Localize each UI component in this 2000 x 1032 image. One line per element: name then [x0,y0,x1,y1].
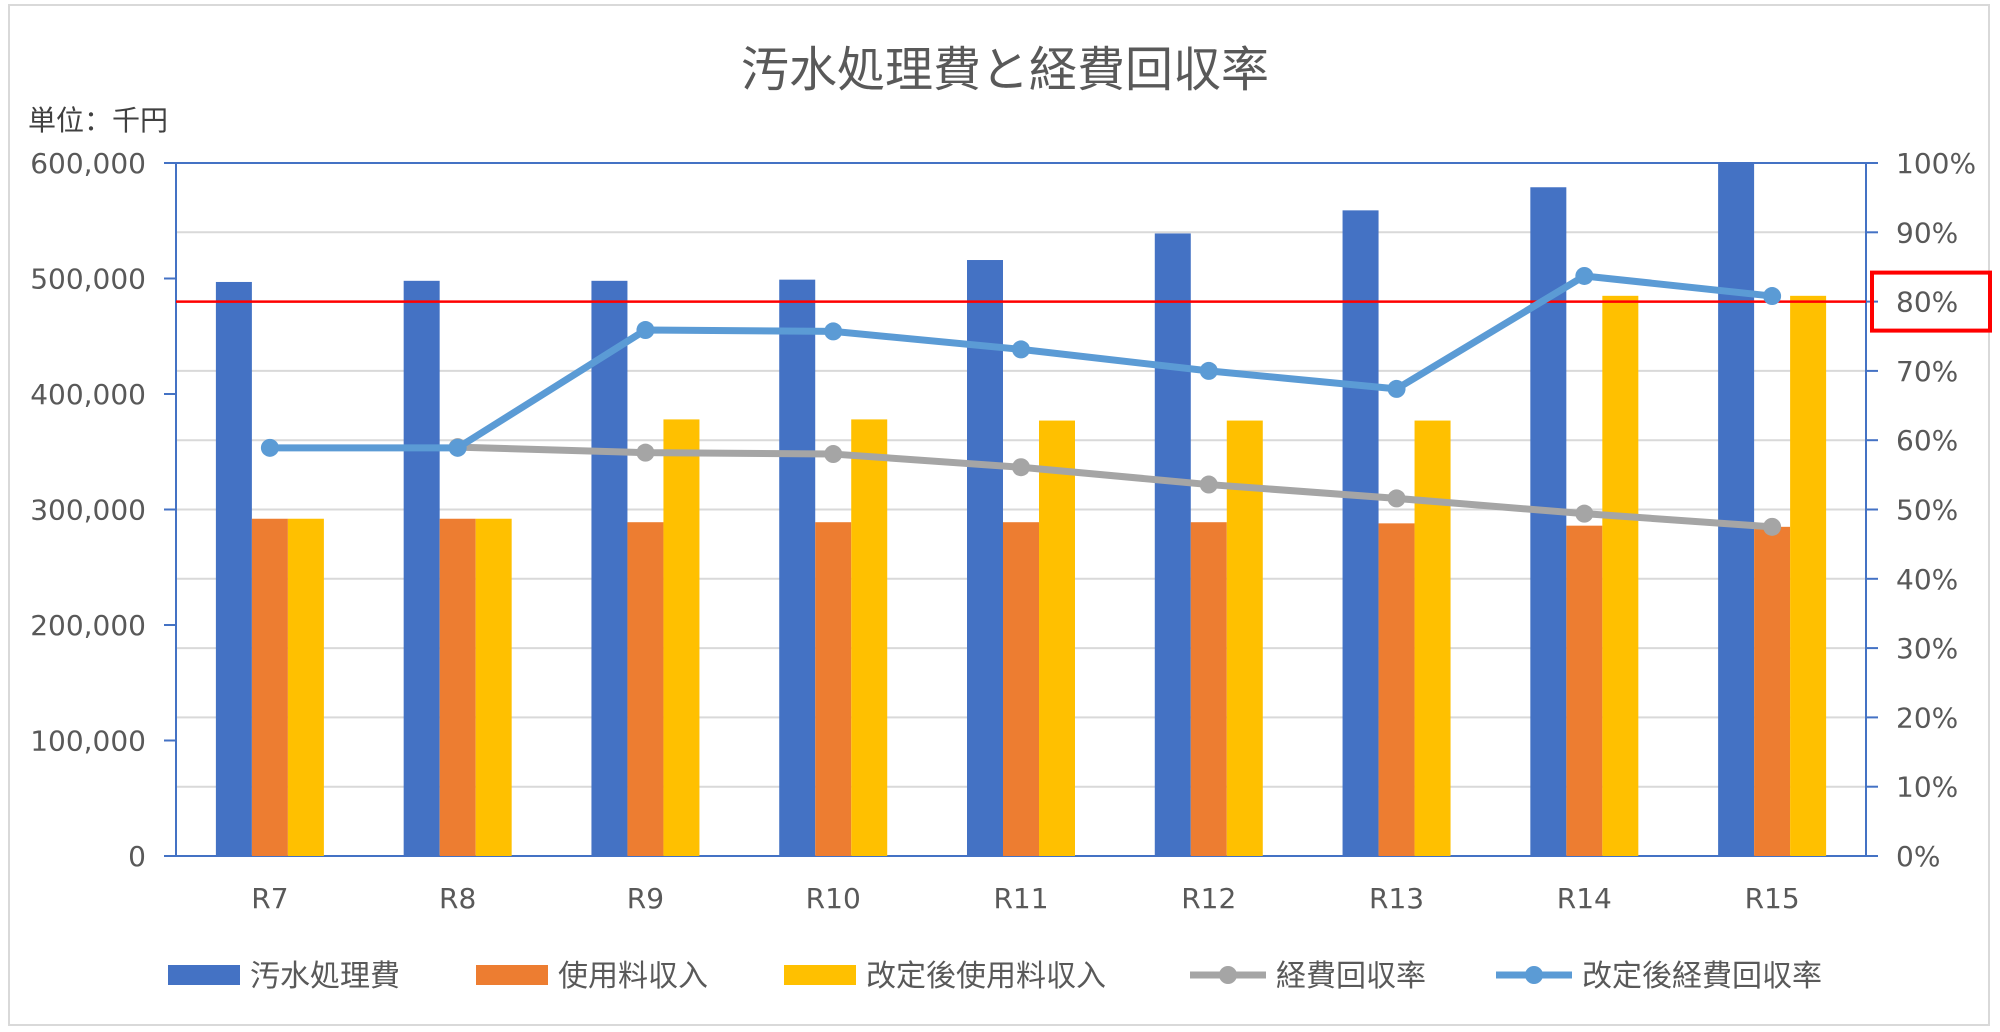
data-point [1012,458,1030,477]
bar [1226,420,1263,856]
x-tick-label: R7 [251,882,288,915]
data-point [1387,379,1406,398]
right-tick-label: 60% [1896,424,1958,457]
x-tick-label: R10 [806,882,861,915]
x-tick-label: R8 [439,882,476,915]
data-point [1575,504,1594,523]
data-point [260,438,279,457]
legend-label: 経費回収率 [1276,959,1426,994]
bar [779,279,816,856]
axes: 0 100,000 200,000 300,000 400,000 500,000 600,… [30,147,1992,915]
data-point [1199,361,1218,380]
bar [663,419,700,856]
bar [1190,522,1227,856]
data-point [1575,266,1594,285]
right-tick-label: 100% [1896,147,1976,180]
bars [215,163,1827,857]
series-line [454,443,1776,531]
right-tick-label: 30% [1896,632,1958,665]
right-tick-label: 10% [1896,771,1958,804]
bar [1718,163,1755,856]
bar [215,281,252,857]
bar [1039,420,1075,856]
data-point [636,321,655,340]
bar [1790,295,1827,856]
bar [251,518,288,856]
legend: 汚水処理費 使用料収入 改定後使用料収入 経費回収率 改定後経費回収率 [168,959,1822,994]
right-tick-label: 70% [1896,355,1958,388]
left-tick-label: 500,000 [30,263,146,296]
legend-swatch [168,965,240,985]
left-tick-label: 300,000 [30,494,146,527]
data-point [824,445,843,464]
x-tick-label: R11 [993,882,1048,915]
bar [851,419,888,856]
unit-label: 単位：千円 [28,104,168,137]
bar [1602,295,1639,856]
bar [967,260,1003,856]
left-tick-label: 400,000 [30,378,146,411]
line-series [176,266,1866,536]
data-point [1012,340,1030,359]
x-tick-label: R9 [627,882,664,915]
legend-label: 汚水処理費 [250,959,400,994]
data-point [1763,517,1782,536]
bar [815,522,852,856]
right-tick-label: 0% [1896,840,1940,873]
legend-label: 改定後経費回収率 [1582,959,1822,994]
bar [1342,210,1379,857]
legend-swatch [784,965,856,985]
chart-title: 汚水処理費と経費回収率 [741,42,1269,98]
left-tick-label: 0 [128,840,146,873]
x-tick-label: R12 [1181,882,1236,915]
data-point [636,443,655,462]
bar [1414,420,1451,856]
right-tick-label: 20% [1896,701,1958,734]
x-tick-label: R15 [1745,882,1800,915]
bar [1754,526,1791,856]
left-tick-label: 200,000 [30,609,146,642]
bar [1003,522,1039,856]
bar [475,518,512,856]
legend-label: 改定後使用料収入 [866,959,1106,994]
right-tick-label: 80% [1896,286,1958,319]
right-tick-label: 50% [1896,494,1958,527]
bar [287,518,324,856]
highlight-box [1870,270,1992,333]
right-tick-label: 40% [1896,563,1958,596]
left-tick-label: 600,000 [30,147,146,180]
bar [1378,523,1415,856]
x-tick-label: R13 [1369,882,1424,915]
data-point [1763,287,1782,306]
bar [403,280,440,856]
legend-marker [1525,966,1543,984]
right-tick-label: 90% [1896,216,1958,249]
bar [1566,525,1603,856]
legend-label: 使用料収入 [558,959,708,994]
data-point [1387,489,1406,508]
x-tick-label: R14 [1557,882,1612,915]
data-point [448,438,467,457]
bar [439,518,476,856]
data-point [1199,475,1218,494]
legend-marker [1219,966,1237,984]
bar [591,280,628,856]
data-point [824,322,843,341]
bar [1154,233,1191,856]
left-tick-label: 100,000 [30,725,146,758]
bar [627,522,664,856]
legend-swatch [476,965,548,985]
